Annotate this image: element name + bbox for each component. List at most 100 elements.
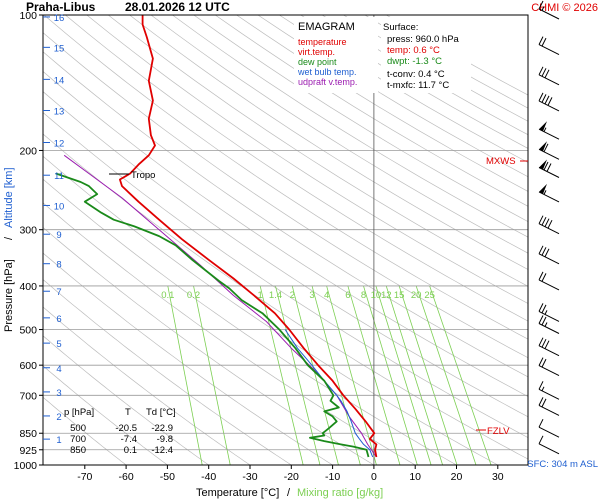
- wind-barb-feather: [538, 36, 544, 45]
- table-cell-p: 850: [70, 445, 86, 456]
- mixing-ratio-line: [326, 285, 377, 465]
- mixing-ratio-line: [429, 285, 492, 465]
- mixing-ratio-line: [375, 285, 432, 465]
- table-cell-t: -20.5: [115, 423, 137, 434]
- wind-barb-feather: [543, 143, 549, 153]
- altitude-tick-label: 11: [54, 171, 64, 182]
- mixing-ratio-line: [275, 285, 321, 465]
- wind-barbs: [538, 0, 560, 455]
- table-cell-t: -7.4: [121, 434, 137, 445]
- wind-barb-half-feather: [541, 6, 545, 11]
- mixing-ratio-label: 3: [309, 290, 314, 301]
- wind-barb-feather: [541, 358, 547, 368]
- wind-barb: [538, 121, 560, 140]
- dry-adiabat-line: [65, 15, 528, 322]
- pressure-tick-label: 1000: [14, 460, 38, 472]
- wind-barb-feather: [541, 316, 547, 326]
- mixing-ratio-label: 1: [258, 290, 263, 301]
- temperature-axis: -70 -60 -50 -40 -30 -20 -10 0 10 20 30: [77, 465, 504, 483]
- altitude-tick-label: 9: [56, 230, 61, 241]
- mixing-ratio-label: 12: [381, 290, 392, 301]
- wind-barb-feather: [538, 418, 544, 428]
- wind-barb: [538, 435, 560, 455]
- altitude-tick-label: 13: [54, 106, 65, 117]
- wind-barb-staff: [538, 167, 560, 178]
- x-axis-title-mixing: Mixing ratio [g/kg]: [297, 487, 383, 499]
- sounding-table: p [hPa] T Td [°C] 500 -20.5 -22.9 700 -7…: [64, 407, 176, 456]
- wind-barb-feather: [541, 338, 547, 348]
- temperature-tick-label: -70: [77, 471, 92, 483]
- profile-series: [55, 15, 378, 458]
- wind-barb: [538, 92, 560, 112]
- wind-barb: [538, 141, 560, 160]
- wind-barb: [538, 0, 560, 20]
- altitude-tick-label: 15: [54, 43, 65, 54]
- wind-barb: [538, 159, 560, 178]
- table-header-td: Td [°C]: [146, 407, 176, 418]
- dry-adiabat-line: [107, 15, 528, 287]
- mixing-ratio-label: 10: [371, 290, 382, 301]
- dry-adiabat-line: [193, 15, 528, 222]
- wind-barb-feather: [543, 161, 549, 171]
- wind-barb-feather: [538, 271, 544, 281]
- wind-barb: [538, 381, 560, 400]
- dry-adiabat-line: [172, 15, 528, 238]
- wind-barb-staff: [538, 44, 560, 56]
- table-header-p: p [hPa]: [64, 407, 94, 418]
- legend-updraft: udpraft v.temp.: [298, 77, 357, 87]
- wind-barb: [538, 397, 560, 416]
- temperature-tick-label: -20: [284, 471, 299, 483]
- wind-barb-feather: [544, 69, 550, 79]
- surface-background: [381, 17, 471, 93]
- mixing-ratio-line: [311, 285, 361, 465]
- temperature-tick-label: 30: [492, 471, 504, 483]
- mixing-ratio-line: [291, 285, 339, 465]
- altitude-tick-label: 3: [56, 388, 61, 399]
- wind-barb-feather: [544, 248, 550, 258]
- pressure-axis: 100 200 300 400 500 600 700 850 925 1000: [14, 10, 43, 472]
- wind-barb-feather: [547, 219, 553, 229]
- wind-barb-feather: [541, 68, 547, 77]
- table-cell-td: -9.8: [157, 434, 173, 445]
- dry-adiabat-line: [43, 32, 528, 359]
- plot-frame: [42, 14, 529, 466]
- wind-barb-feather: [541, 398, 547, 408]
- table-header-t: T: [125, 407, 131, 418]
- x-axis-title-sep: /: [287, 487, 291, 499]
- legend-title: EMAGRAM: [298, 21, 355, 33]
- y-axis-title-altitude: Altitude [km]: [3, 167, 15, 228]
- wind-barb-half-feather: [544, 310, 548, 315]
- pressure-tick-label: 925: [19, 445, 37, 457]
- wind-barb-feather: [541, 216, 547, 226]
- pressure-tick-label: 850: [19, 428, 37, 440]
- mixing-ratio-line: [363, 285, 418, 465]
- wind-barb-feather: [538, 92, 544, 102]
- wind-barb-feather: [538, 435, 544, 445]
- altitude-tick-label: 6: [56, 314, 61, 325]
- wind-barb: [538, 418, 560, 438]
- station-title: Praha-Libus: [26, 0, 96, 14]
- wind-barb-feather: [538, 381, 544, 390]
- wind-barb-feather: [538, 397, 544, 406]
- mixing-ratio-line: [193, 285, 231, 465]
- table-cell-td: -12.4: [151, 445, 173, 456]
- wind-barb-feather: [541, 247, 547, 256]
- mixing-ratio-line: [167, 285, 203, 465]
- temperature-tick-label: -50: [160, 471, 175, 483]
- altitude-tick-label: 1: [56, 435, 61, 446]
- altitude-tick-label: 8: [56, 260, 61, 271]
- pressure-tick-label: 700: [19, 390, 37, 402]
- wind-barb-staff: [538, 253, 560, 265]
- wind-barb-feather: [538, 215, 544, 224]
- wind-barb-feather: [544, 95, 550, 105]
- wind-barb-feather: [544, 218, 550, 227]
- mixing-ratio-label: 2: [290, 290, 295, 301]
- mixing-ratio-label: 20: [411, 290, 422, 301]
- mixing-ratio-label: 4: [324, 290, 329, 301]
- legend-virt-temp: virt.temp.: [298, 47, 335, 57]
- mixing-ratio-lines: [167, 285, 492, 465]
- surface-tconv: t-conv: 0.4 °C: [387, 69, 445, 80]
- pressure-tick-label: 400: [19, 281, 37, 293]
- wind-barb-pennant: [539, 159, 547, 170]
- wind-barb-feather: [546, 163, 552, 172]
